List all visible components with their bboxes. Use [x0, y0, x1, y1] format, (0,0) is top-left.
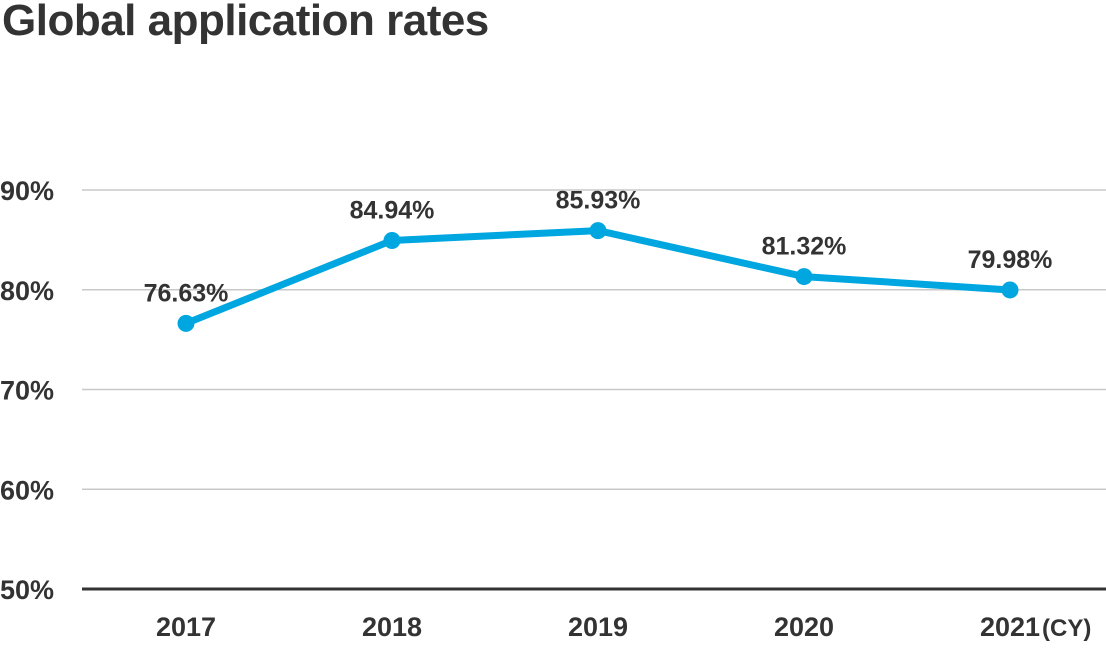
data-point — [1001, 281, 1019, 299]
x-tick-label: 2021 — [980, 612, 1040, 642]
data-point — [383, 231, 401, 249]
y-tick-label: 90% — [0, 176, 54, 206]
series-layer: 76.63% 84.94% 85.93% 81.32% 79.98% — [144, 187, 1053, 332]
series-line — [182, 227, 1014, 327]
x-tick-label: 2018 — [362, 612, 422, 642]
x-tick-label: 2019 — [568, 612, 628, 642]
data-label: 85.93% — [556, 187, 641, 215]
y-tick-label: 80% — [0, 276, 54, 306]
data-label: 81.32% — [762, 233, 847, 261]
data-point — [177, 314, 195, 332]
y-axis-ticks: 90% 80% 70% 60% 50% — [0, 176, 54, 605]
gridlines — [82, 189, 1106, 591]
data-point — [795, 268, 813, 286]
x-tick-label: 2020 — [774, 612, 834, 642]
x-tick-label: 2017 — [156, 612, 216, 642]
y-tick-label: 70% — [0, 376, 54, 406]
chart-title: Global application rates — [2, 0, 489, 45]
data-label: 76.63% — [144, 279, 229, 307]
data-point — [589, 222, 607, 240]
x-axis-unit: (CY) — [1042, 615, 1091, 642]
data-label: 79.98% — [968, 246, 1053, 274]
x-axis-ticks: 2017 2018 2019 2020 2021 — [156, 612, 1040, 642]
data-label: 84.94% — [350, 196, 435, 224]
y-tick-label: 50% — [0, 575, 54, 605]
y-tick-label: 60% — [0, 475, 54, 505]
